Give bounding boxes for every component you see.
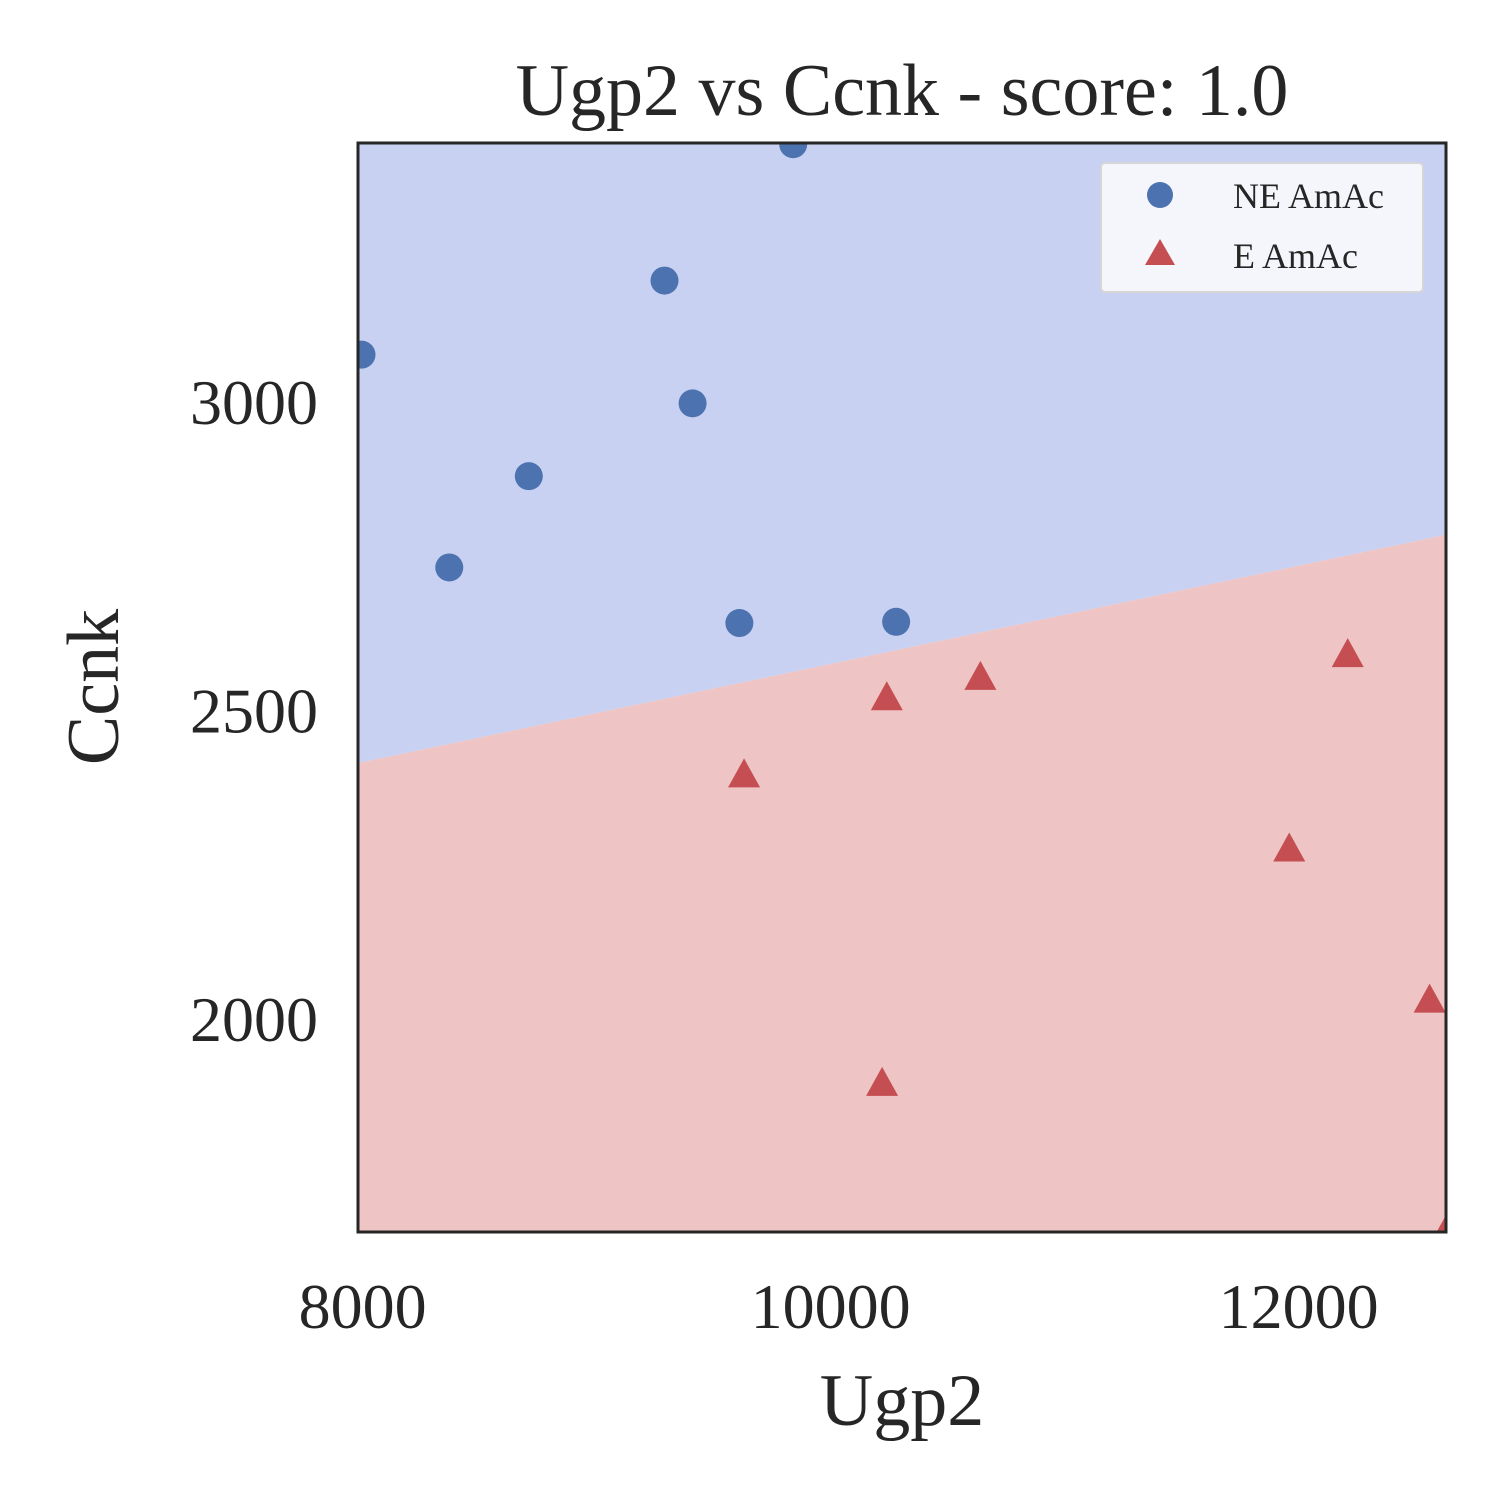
data-points bbox=[358, 143, 1446, 1232]
point-e-amac bbox=[870, 681, 903, 711]
y-tick-label: 3000 bbox=[190, 367, 318, 438]
point-ne-amac bbox=[882, 607, 911, 636]
region-ne-amac bbox=[358, 143, 1446, 764]
legend-label-e-amac: E AmAc bbox=[1233, 236, 1358, 276]
legend-marker-e-amac bbox=[1145, 239, 1175, 265]
x-tick-label: 12000 bbox=[1219, 1271, 1379, 1342]
point-e-amac bbox=[1331, 638, 1364, 668]
y-axis-label: Ccnk bbox=[53, 609, 135, 765]
point-e-amac bbox=[1413, 983, 1446, 1013]
legend: NE AmAc E AmAc bbox=[1100, 162, 1424, 293]
region-e-amac bbox=[358, 534, 1446, 1232]
point-ne-amac bbox=[435, 553, 464, 582]
legend-marker-ne-amac bbox=[1147, 182, 1173, 208]
point-ne-amac bbox=[514, 462, 543, 491]
point-e-amac bbox=[964, 660, 997, 690]
x-tick-label: 10000 bbox=[751, 1271, 911, 1342]
x-axis-label: Ugp2 bbox=[820, 1360, 984, 1442]
point-e-amac bbox=[1273, 832, 1306, 862]
decision-regions bbox=[358, 143, 1446, 1232]
point-e-amac bbox=[866, 1066, 899, 1096]
legend-box bbox=[1100, 162, 1424, 293]
point-ne-amac bbox=[358, 340, 376, 369]
plot-frame bbox=[356, 141, 1448, 1234]
point-e-amac bbox=[728, 758, 761, 788]
chart-title: Ugp2 vs Ccnk - score: 1.0 bbox=[516, 50, 1289, 132]
point-ne-amac bbox=[678, 389, 707, 418]
legend-label-ne-amac: NE AmAc bbox=[1233, 176, 1384, 216]
point-ne-amac bbox=[779, 143, 808, 159]
y-tick-label: 2500 bbox=[190, 676, 318, 747]
point-e-amac bbox=[1436, 1215, 1446, 1232]
x-tick-label: 8000 bbox=[299, 1271, 427, 1342]
x-axis-ticks: 8000 10000 12000 bbox=[299, 1271, 1379, 1342]
point-ne-amac bbox=[650, 266, 679, 295]
y-tick-label: 2000 bbox=[190, 984, 318, 1055]
point-ne-amac bbox=[725, 609, 754, 638]
y-axis-ticks: 2000 2500 3000 bbox=[190, 367, 318, 1055]
